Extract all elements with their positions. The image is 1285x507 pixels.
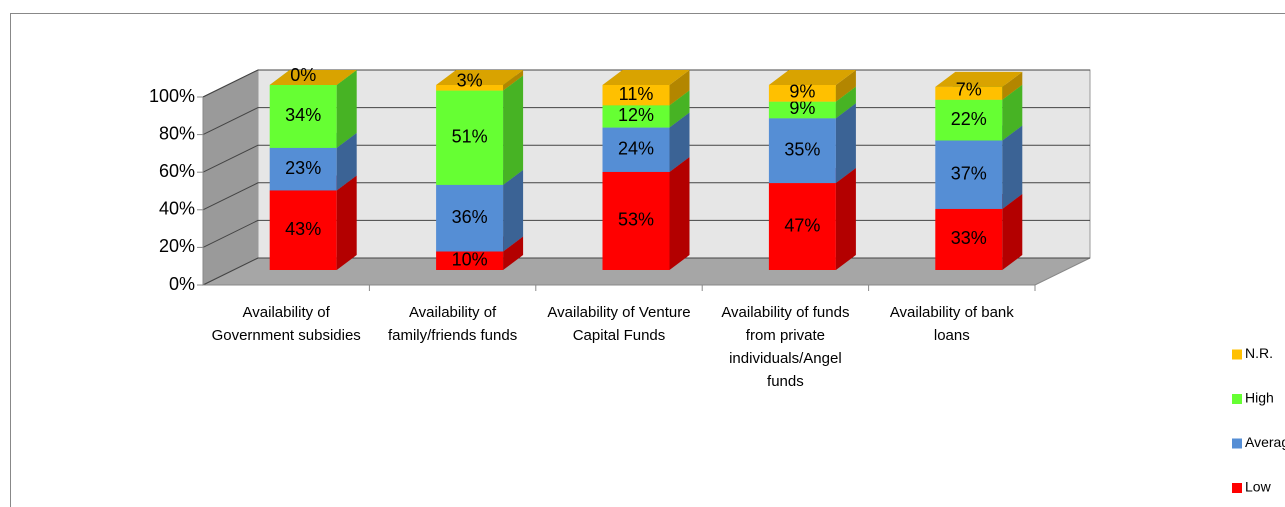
- bar-segment: [436, 251, 504, 270]
- bar-segment: [768, 85, 836, 102]
- y-tick-label: 80%: [159, 123, 195, 143]
- data-label: 33%: [951, 228, 987, 248]
- data-label: 24%: [618, 139, 654, 159]
- bar-side: [1002, 84, 1023, 141]
- data-label: 7%: [956, 80, 982, 100]
- y-tick-label: 20%: [159, 236, 195, 256]
- legend-swatch: [1232, 394, 1242, 404]
- x-tick-label: Availability of Venture Capital Funds: [547, 304, 691, 344]
- bar-side: [503, 70, 524, 91]
- bar-segment: [602, 127, 670, 172]
- legend-swatch: [1232, 483, 1242, 493]
- bar-top: [602, 70, 690, 85]
- data-label: 9%: [789, 81, 815, 101]
- bar-side: [669, 112, 690, 172]
- bar-segment: [436, 85, 504, 91]
- bar-segment: [935, 99, 1003, 141]
- bar-segment: [935, 86, 1003, 100]
- legend-swatch: [1232, 438, 1242, 449]
- bar-segment: [269, 147, 337, 191]
- data-label: 34%: [285, 105, 321, 125]
- data-label: 51%: [452, 126, 488, 146]
- legend-label: High: [1245, 390, 1274, 406]
- bar-segment: [602, 105, 670, 128]
- bar-segment: [436, 90, 504, 185]
- bar-side: [1002, 125, 1023, 209]
- bar-side: [835, 70, 856, 102]
- data-label: 53%: [618, 210, 654, 230]
- y-tick-label: 60%: [159, 161, 195, 181]
- legend-label: Average: [1245, 434, 1285, 450]
- bar-top: [436, 70, 524, 85]
- bar-side: [835, 86, 856, 119]
- data-label: 0%: [290, 65, 316, 85]
- bar-top: [269, 70, 357, 85]
- data-label: 12%: [618, 105, 654, 125]
- bar-segment: [768, 101, 836, 119]
- legend-swatch: [1232, 349, 1242, 360]
- legend-label: Low: [1245, 479, 1272, 495]
- y-tick-label: 40%: [159, 199, 195, 219]
- bar-segment: [602, 171, 670, 270]
- data-label: 3%: [457, 70, 483, 90]
- bar-side: [336, 70, 357, 148]
- x-tick-label: Availability of funds from private indiv…: [721, 304, 850, 390]
- bar-segment: [269, 190, 337, 270]
- bar-side: [1002, 193, 1023, 270]
- bar-side: [503, 75, 524, 185]
- data-label: 22%: [951, 109, 987, 129]
- data-label: 35%: [784, 139, 820, 159]
- x-tick-label: Availability of family/friends funds: [387, 304, 518, 344]
- chart-border: [10, 13, 1285, 507]
- y-tick-label: 0%: [169, 274, 195, 294]
- bar-side: [336, 132, 357, 191]
- bar-side: [1002, 71, 1023, 100]
- bar-side: [669, 156, 690, 270]
- data-label: 23%: [285, 158, 321, 178]
- bar-side: [503, 169, 524, 252]
- legend-label: N.R.: [1245, 345, 1273, 361]
- bar-side: [835, 168, 856, 270]
- bar-segment: [935, 140, 1003, 209]
- x-tick-label: Availability of Government subsidies: [211, 304, 361, 344]
- bar-side: [669, 70, 690, 106]
- bar-side: [336, 175, 357, 270]
- bar-segment: [436, 184, 504, 252]
- data-label: 43%: [285, 219, 321, 239]
- data-label: 37%: [951, 163, 987, 183]
- bar-side: [669, 90, 690, 128]
- data-label: 47%: [784, 215, 820, 235]
- x-tick-label: Availability of bank loans: [889, 304, 1014, 344]
- y-tick-label: 100%: [149, 86, 195, 106]
- data-label: 11%: [619, 84, 654, 104]
- bar-top: [768, 70, 856, 85]
- bar-segment: [935, 208, 1003, 270]
- bar-side: [835, 103, 856, 184]
- bar-segment: [269, 85, 337, 148]
- bar-segment: [768, 183, 836, 270]
- data-label: 10%: [452, 250, 488, 270]
- bar-segment: [768, 118, 836, 184]
- data-label: 9%: [789, 98, 815, 118]
- data-label: 36%: [452, 207, 488, 227]
- bar-segment: [602, 85, 670, 106]
- bar-top: [935, 71, 1023, 87]
- bar-side: [503, 236, 524, 270]
- left-wall: [202, 69, 259, 286]
